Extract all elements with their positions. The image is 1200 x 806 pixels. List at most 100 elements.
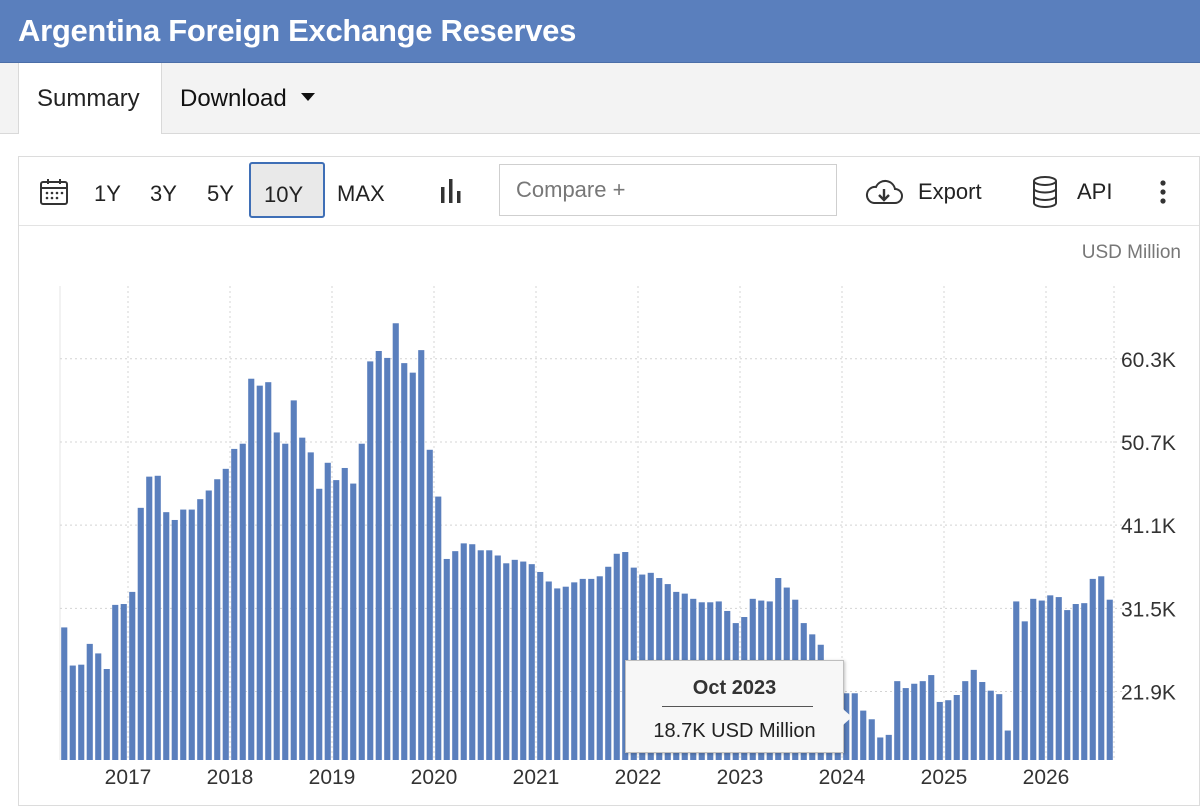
bar[interactable] (1081, 603, 1088, 760)
bar[interactable] (78, 664, 85, 760)
bar[interactable] (885, 734, 892, 760)
bar[interactable] (1004, 730, 1011, 760)
bar[interactable] (605, 566, 612, 760)
bar[interactable] (205, 490, 212, 760)
bar[interactable] (1098, 576, 1105, 760)
bar[interactable] (307, 452, 314, 760)
bar[interactable] (197, 499, 204, 760)
bar[interactable] (452, 551, 459, 760)
bar[interactable] (341, 467, 348, 760)
range-5y-button[interactable]: 5Y (207, 181, 234, 206)
bar[interactable] (1055, 597, 1062, 760)
bar[interactable] (860, 710, 867, 760)
bar[interactable] (1064, 610, 1071, 760)
bar[interactable] (503, 563, 510, 760)
bar[interactable] (384, 357, 391, 760)
bar[interactable] (494, 555, 501, 760)
bar[interactable] (843, 693, 850, 760)
bar[interactable] (231, 448, 238, 760)
bar[interactable] (545, 581, 552, 760)
bar[interactable] (375, 350, 382, 760)
bar[interactable] (851, 693, 858, 760)
bar[interactable] (486, 550, 493, 760)
bar[interactable] (222, 468, 229, 760)
compare-input[interactable] (499, 164, 837, 216)
bar[interactable] (418, 350, 425, 760)
bar[interactable] (987, 690, 994, 760)
bar[interactable] (953, 695, 960, 760)
bar[interactable] (69, 665, 76, 760)
bar[interactable] (1047, 595, 1054, 760)
bar[interactable] (1089, 578, 1096, 760)
bar[interactable] (103, 669, 110, 760)
bar[interactable] (962, 681, 969, 760)
bar[interactable] (911, 683, 918, 760)
range-max-button[interactable]: MAX (337, 181, 385, 206)
bar[interactable] (435, 496, 442, 760)
bar[interactable] (401, 363, 408, 760)
bar[interactable] (571, 582, 578, 760)
bar[interactable] (188, 509, 195, 760)
bar[interactable] (112, 604, 119, 760)
bar[interactable] (290, 400, 297, 760)
bar[interactable] (537, 571, 544, 760)
bar[interactable] (936, 701, 943, 760)
bar[interactable] (919, 681, 926, 760)
bar[interactable] (928, 675, 935, 760)
bar[interactable] (1106, 599, 1113, 760)
bar[interactable] (358, 443, 365, 760)
bar[interactable] (1072, 604, 1079, 760)
bar[interactable] (1038, 600, 1045, 760)
tab-summary[interactable]: Summary (18, 63, 162, 134)
bar[interactable] (171, 519, 178, 760)
bar[interactable] (137, 507, 144, 760)
bar[interactable] (256, 385, 263, 760)
bar[interactable] (622, 552, 629, 760)
bar[interactable] (333, 480, 340, 760)
calendar-icon[interactable] (39, 177, 69, 213)
bar[interactable] (426, 449, 433, 760)
bar[interactable] (1030, 598, 1037, 760)
bar[interactable] (299, 437, 306, 760)
bar[interactable] (350, 483, 357, 760)
bar[interactable] (520, 561, 527, 760)
cloud-download-icon[interactable] (864, 179, 904, 213)
bar[interactable] (588, 578, 595, 760)
range-3y-button[interactable]: 3Y (150, 181, 177, 206)
bar[interactable] (460, 543, 467, 760)
bar[interactable] (120, 604, 127, 760)
bar[interactable] (367, 361, 374, 760)
bar[interactable] (239, 443, 246, 760)
bar[interactable] (324, 462, 331, 760)
api-button[interactable]: API (1077, 179, 1113, 204)
bar[interactable] (154, 475, 161, 760)
bar[interactable] (894, 681, 901, 760)
bar[interactable] (95, 653, 102, 760)
range-1y-button[interactable]: 1Y (94, 181, 121, 206)
bar[interactable] (562, 586, 569, 760)
bar[interactable] (443, 558, 450, 760)
bar[interactable] (868, 719, 875, 760)
bar[interactable] (902, 688, 909, 760)
bar[interactable] (877, 737, 884, 760)
bar[interactable] (146, 476, 153, 760)
bar[interactable] (613, 553, 620, 760)
bar[interactable] (180, 509, 187, 760)
bar[interactable] (511, 559, 518, 760)
bar[interactable] (1021, 621, 1028, 760)
bar[interactable] (86, 643, 93, 760)
bar[interactable] (273, 432, 280, 760)
bar[interactable] (945, 700, 952, 760)
bar[interactable] (129, 591, 136, 760)
bar[interactable] (61, 627, 68, 760)
range-10y-button[interactable]: 10Y (249, 162, 325, 218)
database-icon[interactable] (1031, 175, 1059, 215)
bar[interactable] (214, 479, 221, 760)
bar[interactable] (528, 564, 535, 760)
bar[interactable] (469, 544, 476, 760)
bar[interactable] (316, 488, 323, 760)
bar[interactable] (392, 323, 399, 760)
bar[interactable] (409, 372, 416, 760)
bar[interactable] (554, 588, 561, 760)
bar[interactable] (282, 443, 289, 760)
